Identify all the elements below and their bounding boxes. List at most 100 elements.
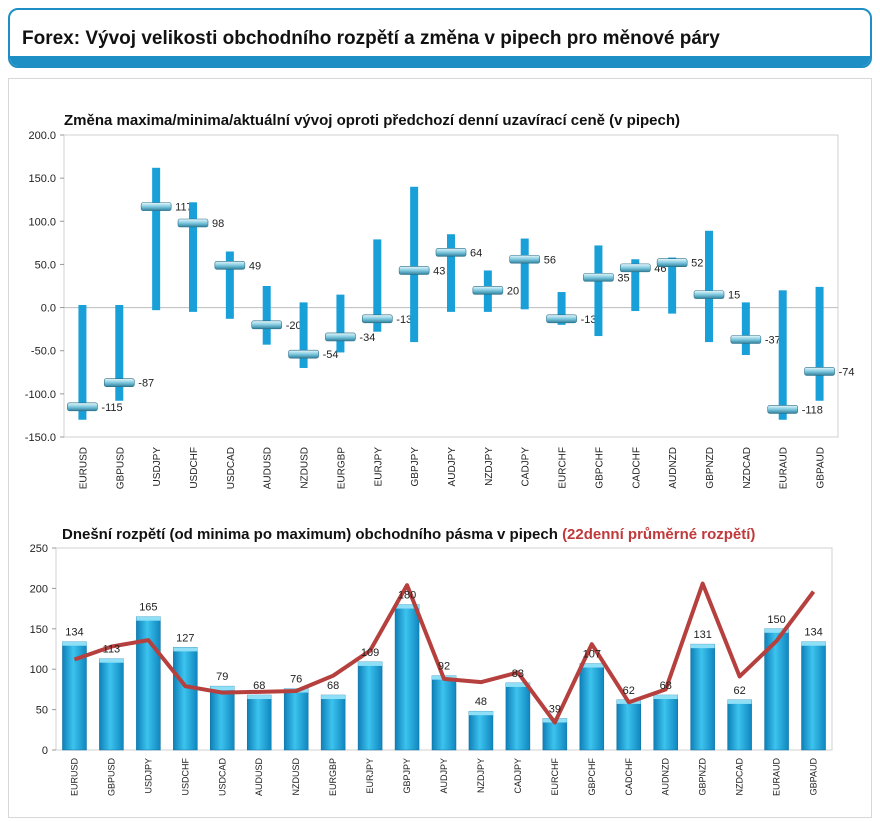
bar-value-label: 79 — [216, 671, 228, 683]
current-marker — [140, 202, 172, 211]
average-range-line — [73, 581, 816, 725]
x-tick-label: AUDNZD — [668, 447, 679, 489]
bar-value-label: 109 — [361, 647, 379, 659]
x-tick-label: CADCHF — [624, 757, 634, 795]
range-bar — [394, 604, 420, 751]
range-bar — [246, 694, 272, 751]
x-tick-label: NZDUSD — [300, 447, 311, 489]
current-marker — [546, 314, 577, 324]
bar-top-highlight — [579, 663, 604, 668]
current-marker — [656, 258, 688, 268]
y-tick-label: 50 — [36, 705, 48, 717]
current-value-label: 43 — [433, 265, 445, 277]
y-tick-label: 200.0 — [28, 130, 56, 142]
x-tick-label: EURCHF — [558, 447, 569, 489]
bar-top-highlight — [468, 711, 493, 716]
x-tick-label: USDCHF — [180, 757, 190, 795]
current-marker — [583, 273, 614, 282]
x-tick-label: GBPJPY — [410, 447, 421, 487]
current-value-label: 56 — [544, 254, 556, 266]
range-bar — [653, 694, 678, 751]
current-value-label: 52 — [691, 258, 703, 270]
range-bar — [299, 302, 308, 368]
range-bar — [505, 682, 531, 751]
range-bar — [136, 616, 161, 751]
range-bar — [115, 304, 124, 401]
x-tick-label: EURUSD — [78, 447, 89, 489]
bar-value-label: 62 — [623, 685, 635, 697]
bar-top-highlight — [764, 628, 789, 633]
y-tick-label: 150 — [30, 624, 48, 636]
bar-value-label: 68 — [660, 680, 672, 692]
bar-value-label: 48 — [475, 696, 487, 708]
bar-value-label: 92 — [438, 661, 450, 673]
current-marker — [693, 290, 725, 299]
chart1-title: Změna maxima/minima/aktuální vývoj oprot… — [64, 112, 681, 129]
range-bar — [668, 257, 677, 314]
current-value-label: -37 — [765, 334, 781, 346]
x-tick-label: EURUSD — [69, 758, 79, 797]
bar-value-label: 76 — [290, 674, 302, 686]
current-value-label: 49 — [249, 260, 261, 272]
y-tick-label: 100 — [30, 664, 48, 676]
range-bar — [520, 238, 529, 310]
range-bar — [815, 286, 824, 401]
current-marker — [67, 402, 98, 412]
range-bar — [225, 251, 234, 319]
bar-top-highlight — [395, 604, 420, 609]
bar-top-highlight — [690, 644, 715, 649]
bar-value-label: 83 — [512, 668, 524, 680]
bar-top-highlight — [505, 682, 530, 687]
current-value-label: -20 — [286, 320, 302, 332]
range-change-chart: 200.0 150.0 100.0 50.0 0.0 -50.0 -100.0 -150.0 -… — [25, 130, 855, 489]
page-header: Forex: Vývoj velikosti obchodního rozpět… — [8, 8, 872, 68]
range-bar — [705, 230, 713, 343]
range-bar — [357, 661, 383, 751]
bar-value-label: 131 — [693, 629, 711, 641]
x-tick-label: NZDJPY — [484, 447, 495, 486]
bar-top-highlight — [247, 695, 272, 700]
range-bar — [801, 641, 826, 751]
range-bar — [283, 688, 309, 751]
bar-top-highlight — [727, 699, 752, 704]
current-value-label: 98 — [212, 218, 224, 230]
current-value-label: -87 — [138, 378, 154, 390]
current-marker — [251, 320, 283, 330]
current-value-label: -13 — [396, 314, 412, 326]
bar-top-highlight — [321, 695, 346, 700]
x-tick-label: GBPAUD — [809, 758, 819, 796]
bar-value-label: 165 — [139, 602, 157, 614]
range-bar — [690, 643, 715, 751]
y-tick-label: 0.0 — [41, 303, 56, 315]
x-tick-label: EURCHF — [550, 757, 560, 795]
bar-value-label: 180 — [398, 590, 416, 602]
range-bar — [320, 694, 346, 751]
range-bar — [152, 167, 161, 311]
x-tick-label: EURAUD — [772, 758, 782, 797]
range-bar — [373, 239, 382, 332]
range-bar — [210, 685, 235, 751]
current-marker — [325, 332, 356, 342]
x-tick-label: GBPJPY — [402, 758, 412, 794]
x-tick-label: AUDJPY — [439, 758, 449, 794]
bar-top-highlight — [173, 647, 198, 652]
range-bar — [741, 302, 750, 356]
y-tick-label: 100.0 — [28, 216, 56, 228]
current-value-label: -34 — [359, 332, 375, 344]
range-bar — [727, 699, 752, 751]
bar-value-label: 68 — [327, 680, 339, 692]
range-bar — [99, 658, 124, 751]
bar-top-highlight — [99, 658, 124, 663]
range-bar — [557, 292, 566, 325]
current-marker — [767, 405, 799, 414]
bar-top-highlight — [136, 616, 161, 621]
x-tick-label: AUDUSD — [254, 758, 264, 797]
range-bar — [62, 641, 87, 751]
current-value-label: 15 — [728, 290, 740, 302]
x-tick-label: GBPNZD — [705, 447, 716, 489]
range-bar — [594, 245, 603, 337]
y-tick-label: 0 — [42, 745, 48, 757]
daily-range-chart: 250 200 150 100 50 0 134 EURUSD 113 GBPUSD 165 USDJ… — [30, 543, 833, 797]
range-bar — [616, 699, 642, 751]
x-tick-label: USDJPY — [143, 758, 153, 794]
